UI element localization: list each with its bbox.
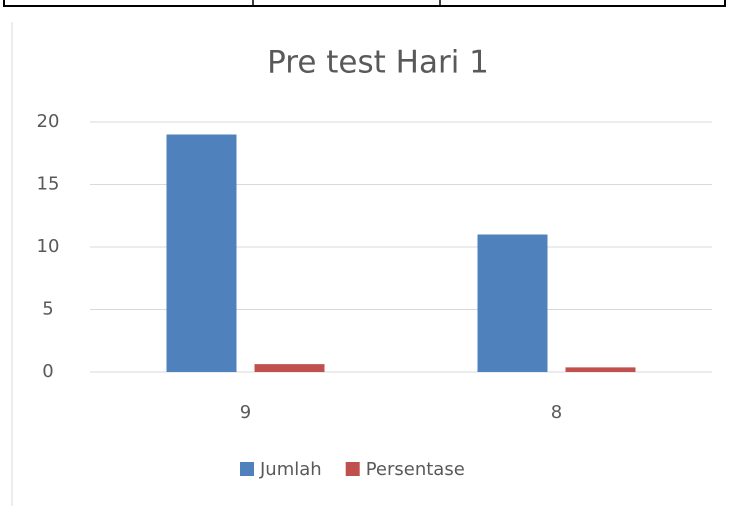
bar [477,234,548,372]
table-strip [3,0,726,7]
y-tick-label: 20 [37,111,60,132]
legend-swatch [240,462,254,476]
bar [565,367,636,372]
y-tick-label: 0 [42,361,53,382]
legend-label: Persentase [366,459,465,480]
legend-label: Jumlah [259,459,322,480]
x-tick-label: 9 [240,402,251,423]
legend-swatch [345,462,360,476]
chart-title: Pre test Hari 1 [267,45,489,81]
y-tick-label: 10 [37,236,60,257]
bar [254,364,325,372]
y-tick-label: 5 [42,299,53,320]
bar [166,134,237,372]
x-tick-label: 8 [551,402,562,423]
y-tick-label: 15 [37,174,60,195]
